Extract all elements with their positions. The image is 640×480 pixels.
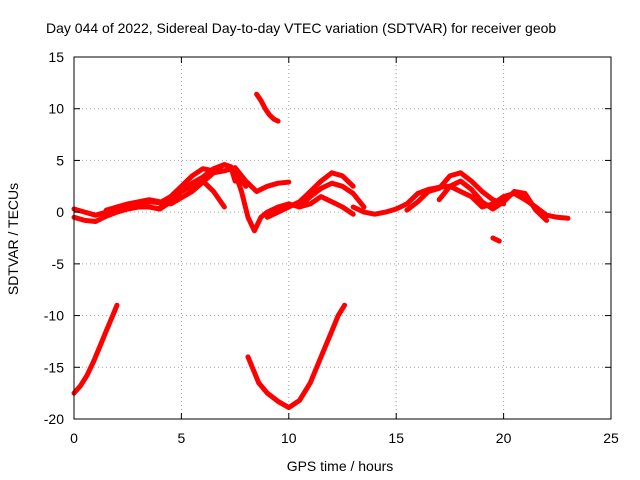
x-tick-label: 15 — [388, 430, 404, 446]
series-arc-j — [404, 170, 507, 213]
series-arc-f — [264, 170, 356, 220]
series-arc-g — [297, 180, 367, 210]
y-tick-label: 0 — [56, 204, 64, 220]
x-tick-label: 5 — [178, 430, 186, 446]
y-tick-label: 15 — [48, 49, 64, 65]
series-arc-n — [245, 302, 348, 411]
plot-frame — [73, 56, 612, 420]
x-tick-label: 0 — [70, 430, 78, 446]
chart-title: Day 044 of 2022, Sidereal Day-to-day VTE… — [46, 20, 556, 36]
y-tick-label: -10 — [44, 308, 64, 324]
grid-lines — [74, 57, 611, 419]
axis-ticks — [73, 56, 612, 420]
y-axis-label: SDTVAR / TECUs — [5, 183, 21, 295]
series-arc-m — [71, 302, 120, 396]
series-arc-k — [436, 178, 550, 223]
series-arc-e — [232, 170, 356, 234]
tick-labels: 0 5 10 15 20 25 -20 -15 -10 -5 0 5 10 15 — [44, 49, 619, 446]
y-tick-label: -15 — [44, 359, 64, 375]
y-tick-label: 10 — [48, 101, 64, 117]
y-tick-label: -20 — [44, 411, 64, 427]
series-layer — [71, 91, 571, 411]
x-tick-label: 20 — [496, 430, 512, 446]
y-tick-label: 5 — [56, 152, 64, 168]
series-arc-l — [490, 235, 502, 244]
series-arc-h — [254, 91, 281, 124]
x-tick-label: 25 — [603, 430, 619, 446]
y-tick-label: -5 — [52, 256, 65, 272]
series-arc-c — [103, 165, 292, 213]
x-tick-label: 10 — [281, 430, 297, 446]
series-arc-d — [157, 178, 227, 211]
x-axis-label: GPS time / hours — [287, 458, 394, 474]
